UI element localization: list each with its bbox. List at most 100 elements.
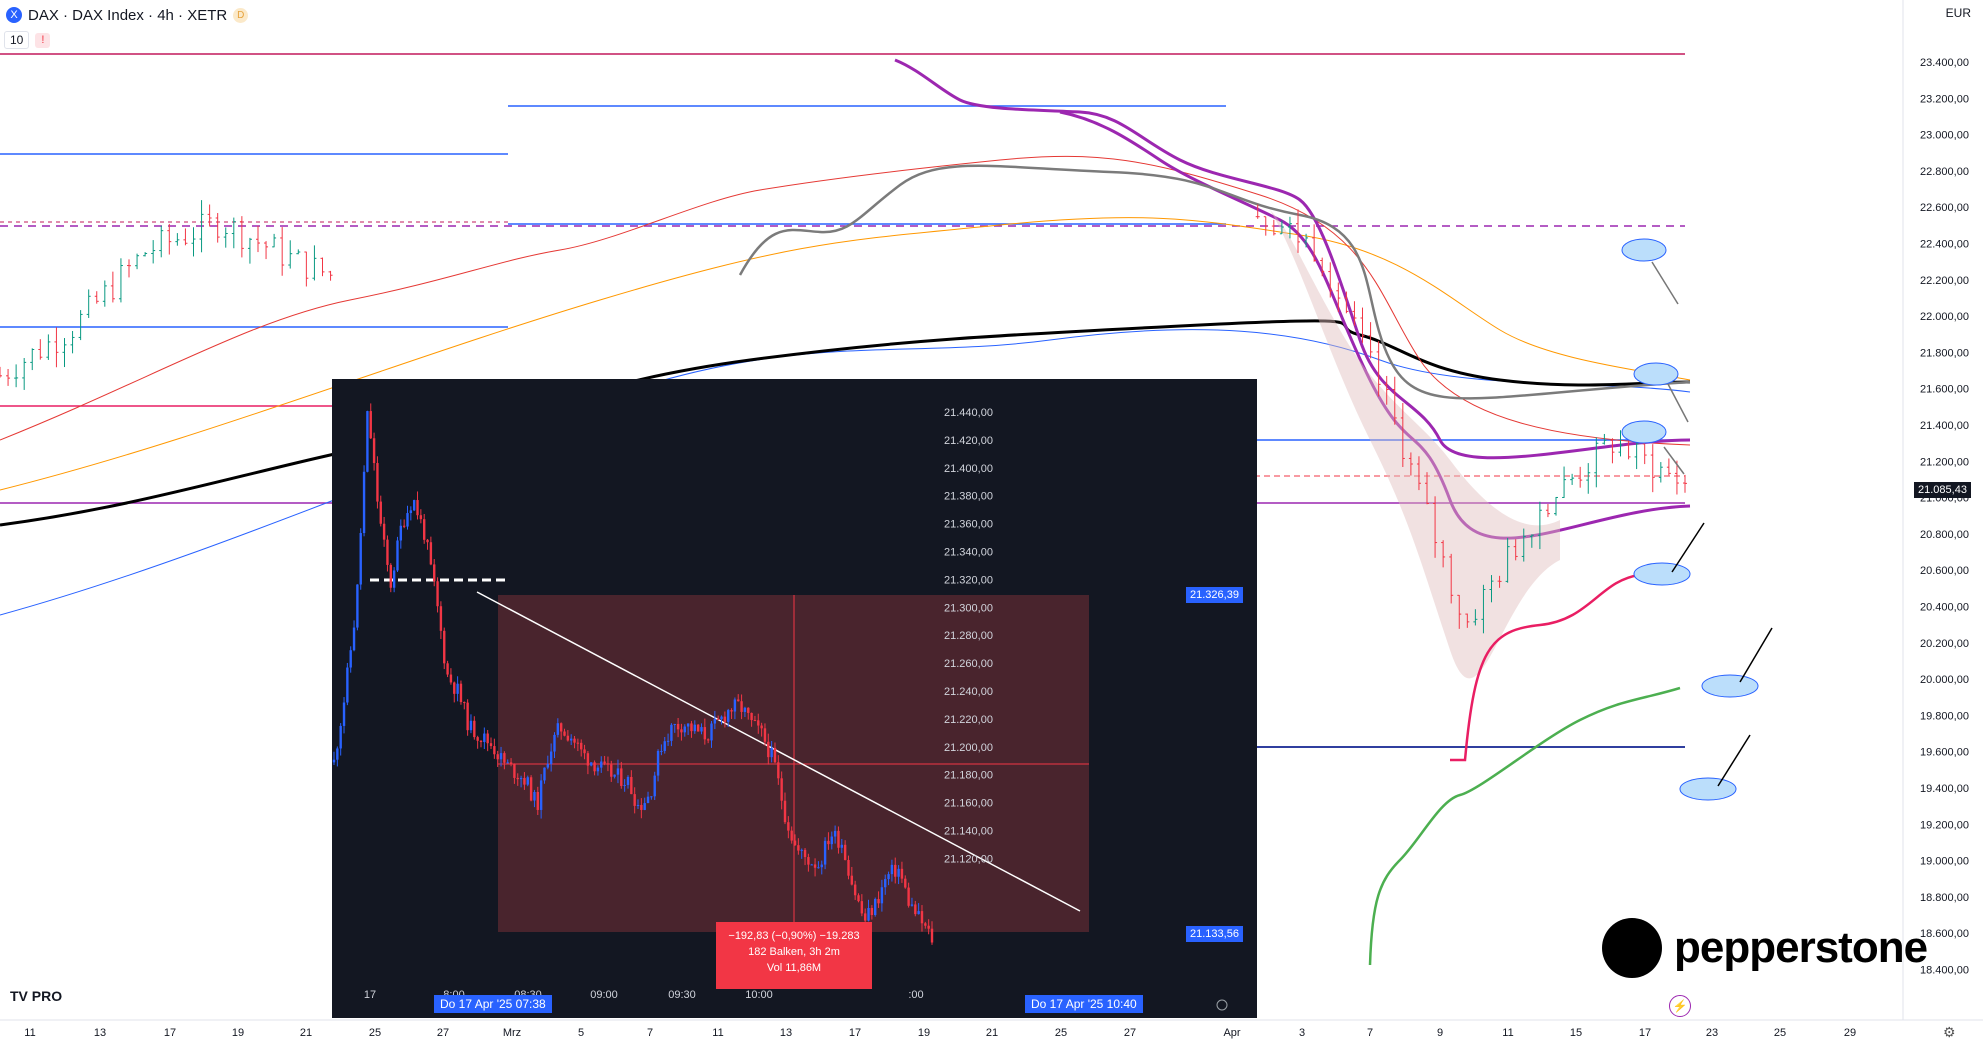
- inset-candle-body: [346, 667, 349, 703]
- inset-candle-body: [847, 859, 850, 876]
- inset-candle-body: [433, 564, 436, 582]
- inset-candle-body: [860, 901, 864, 914]
- y-tick-label: 22.200,00: [1920, 275, 1969, 287]
- inset-candle-body: [723, 716, 727, 722]
- inset-candle-body: [352, 627, 356, 651]
- symbol-header[interactable]: X DAX · DAX Index · 4h · XETR D: [6, 4, 249, 26]
- data-badge: D: [233, 7, 249, 23]
- annotation-arrow: [1717, 734, 1751, 787]
- intraday-inset-chart[interactable]: 21.440,00 21.420,00 21.400,00 21.380,00 21.3…: [332, 379, 1257, 1018]
- x-tick-label: 13: [94, 1027, 106, 1039]
- inset-candle-body: [576, 742, 580, 744]
- inset-candle-body: [894, 864, 897, 877]
- y-tick-label: 21.600,00: [1920, 384, 1969, 396]
- inset-candle-body: [817, 867, 820, 869]
- inset-candle-body: [700, 727, 703, 732]
- symbol-title[interactable]: DAX · DAX Index · 4h · XETR: [28, 6, 228, 24]
- inset-candle-body: [660, 750, 663, 752]
- inset-candle-body: [897, 868, 900, 877]
- inset-candles: [332, 403, 934, 945]
- target-ellipse: [1621, 238, 1667, 262]
- inset-candle-body: [426, 539, 429, 543]
- inset-candle-body: [536, 791, 539, 810]
- target-ellipse: [1621, 420, 1667, 444]
- x-tick-label: 11: [712, 1027, 723, 1039]
- inset-candle-body: [910, 904, 914, 906]
- trend-line: [476, 591, 1081, 912]
- lightning-icon[interactable]: ⚡: [1669, 995, 1691, 1017]
- inset-candle-body: [459, 683, 463, 703]
- inset-candle-body: [349, 650, 352, 668]
- inset-candle-body: [543, 767, 546, 781]
- pepperstone-wordmark: pepperstone: [1674, 923, 1928, 972]
- inset-candle-body: [880, 887, 884, 904]
- interval-pill[interactable]: 10: [4, 31, 30, 49]
- inset-candle-body: [870, 907, 874, 916]
- inset-candle-body: [790, 830, 793, 841]
- inset-x-tick: :00: [908, 989, 923, 1001]
- inset-y-tick: 21.320,00: [944, 574, 993, 586]
- inset-candle-body: [476, 737, 479, 741]
- inset-candle-body: [332, 759, 336, 763]
- inset-candle-body: [396, 540, 399, 571]
- inset-candle-body: [439, 606, 443, 631]
- inset-candle-body: [453, 682, 456, 694]
- gear-icon[interactable]: ⚙: [1943, 1024, 1956, 1040]
- annotation-arrow: [1663, 446, 1685, 475]
- inset-candle-body: [339, 725, 342, 749]
- cloud-band: [1270, 210, 1560, 679]
- y-tick-label: 22.800,00: [1920, 166, 1969, 178]
- inset-candle-body: [483, 733, 486, 743]
- inset-candle-body: [650, 796, 653, 798]
- time-axis: 11 13 17 19 21 25 27 Mrz 5 7 11 13 17 19 21 25 27 Apr 3 7 9 1…: [24, 1027, 1856, 1039]
- inset-candle-body: [513, 764, 516, 778]
- inset-candle-body: [867, 907, 870, 921]
- inset-candle-body: [730, 710, 733, 712]
- x-tick-label: 17: [849, 1027, 861, 1039]
- inset-candle-body: [924, 923, 927, 926]
- currency-label[interactable]: EUR: [1945, 6, 1971, 20]
- warning-icon[interactable]: !: [35, 32, 51, 48]
- inset-candle-body: [747, 707, 750, 713]
- inset-candle-body: [406, 513, 409, 527]
- inset-candle-body: [633, 794, 636, 806]
- x-tick-label: 15: [1570, 1027, 1582, 1039]
- inset-candle-body: [496, 754, 499, 760]
- inset-candle-body: [830, 836, 833, 845]
- inset-candle-body: [740, 701, 743, 712]
- y-tick-label: 20.400,00: [1920, 602, 1969, 614]
- inset-candle-body: [556, 723, 560, 735]
- inset-candle-body: [402, 525, 406, 527]
- y-tick-label: 21.800,00: [1920, 347, 1969, 359]
- pepperstone-logo: pepperstone: [1602, 918, 1928, 978]
- inset-candle-body: [636, 804, 640, 806]
- inset-start-date: Do 17 Apr '25 07:38: [434, 995, 552, 1013]
- x-tick-label: 19: [232, 1027, 244, 1039]
- inset-candle-body: [767, 741, 770, 758]
- ma-gray: [738, 164, 1691, 400]
- y-tick-label: 23.400,00: [1920, 57, 1969, 69]
- target-ellipse: [1679, 777, 1737, 801]
- inset-candle-body: [643, 803, 646, 810]
- inset-x-tick: 09:30: [668, 989, 696, 1001]
- x-tick-label: 27: [1124, 1027, 1136, 1039]
- inset-candle-body: [603, 761, 606, 764]
- inset-candle-body: [553, 734, 556, 752]
- inset-candle-body: [927, 925, 930, 929]
- inset-candle-body: [887, 874, 890, 880]
- y-tick-label: 19.600,00: [1920, 747, 1969, 759]
- inset-x-tick: 09:00: [590, 989, 618, 1001]
- y-tick-label: 20.600,00: [1920, 565, 1969, 577]
- inset-candle-body: [713, 718, 717, 724]
- ma-green-low: [1368, 686, 1681, 966]
- inset-candle-body: [720, 716, 723, 720]
- tradingview-logo[interactable]: TV PRO: [10, 988, 63, 1004]
- inset-candle-body: [676, 723, 680, 730]
- annotation-arrow: [1671, 522, 1705, 573]
- inset-candle-body: [770, 748, 773, 758]
- inset-y-tick: 21.240,00: [944, 686, 993, 698]
- inset-candle-body: [469, 720, 473, 731]
- inset-candle-body: [610, 764, 613, 777]
- inset-candle-body: [583, 749, 586, 754]
- inset-candle-body: [737, 699, 740, 702]
